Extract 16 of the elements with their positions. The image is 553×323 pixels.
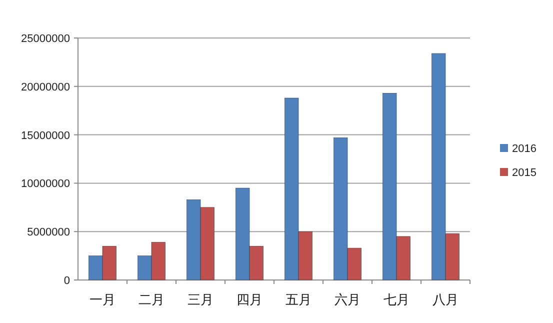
x-tick-label: 四月 [236,292,262,307]
x-tick-label: 三月 [188,292,214,307]
x-tick-label: 七月 [384,292,410,307]
legend-label: 2015 [512,167,536,179]
y-tick-label: 10000000 [21,178,70,190]
x-tick-label: 六月 [334,292,360,307]
legend-label: 2016 [512,143,536,155]
y-tick-label: 20000000 [21,81,70,94]
x-tick-label: 一月 [90,292,116,307]
x-tick-label: 八月 [432,292,458,307]
x-tick-label: 二月 [138,292,164,307]
x-tick-label: 五月 [286,292,312,307]
y-tick-label: 25000000 [21,33,70,45]
y-tick-label: 0 [64,275,70,287]
y-tick-label: 15000000 [21,130,70,142]
y-tick-label: 5000000 [27,226,70,239]
